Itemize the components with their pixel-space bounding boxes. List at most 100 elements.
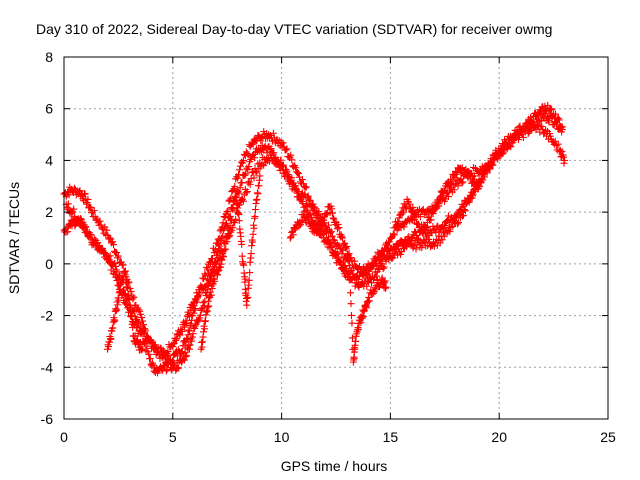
data-point (220, 253, 228, 261)
data-point (295, 170, 303, 178)
data-point (363, 282, 371, 290)
data-point (390, 231, 398, 239)
data-point (339, 234, 347, 242)
data-point (493, 153, 501, 161)
y-tick-label: 2 (45, 204, 53, 220)
data-point (514, 131, 522, 139)
data-point (244, 166, 252, 174)
data-point (362, 264, 370, 272)
data-point (185, 327, 193, 335)
data-point (162, 367, 170, 375)
data-point (399, 208, 407, 216)
data-point (345, 250, 353, 258)
data-point (328, 243, 336, 251)
data-point (387, 234, 395, 242)
data-point (364, 270, 372, 278)
data-point (380, 263, 388, 271)
data-point (224, 230, 232, 238)
data-point (227, 215, 235, 223)
data-point (229, 186, 237, 194)
data-point (485, 161, 493, 169)
data-point (184, 331, 192, 339)
data-point (418, 229, 426, 237)
data-point (225, 226, 233, 234)
data-point (548, 106, 556, 114)
data-point (80, 224, 88, 232)
series-track-7 (391, 164, 484, 237)
data-point (229, 205, 237, 213)
data-point (325, 221, 333, 229)
data-point (129, 323, 137, 331)
data-point (301, 184, 309, 192)
data-point (238, 179, 246, 187)
y-tick-label: -4 (41, 359, 54, 375)
data-point (358, 279, 366, 287)
data-point (180, 323, 188, 331)
data-point (300, 191, 308, 199)
data-point (249, 238, 257, 246)
data-point (250, 174, 258, 182)
data-point (347, 311, 355, 319)
data-point (441, 222, 449, 230)
data-point (328, 209, 336, 217)
data-point (351, 257, 359, 265)
data-point (529, 118, 537, 126)
data-point (497, 148, 505, 156)
data-point (255, 132, 263, 140)
data-point (454, 220, 462, 228)
data-point (402, 202, 410, 210)
data-point (232, 194, 240, 202)
data-point (328, 232, 336, 240)
data-point (448, 177, 456, 185)
x-tick-label: 15 (383, 429, 399, 445)
data-point (527, 113, 535, 121)
data-point (425, 235, 433, 243)
data-point (544, 101, 552, 109)
data-point (393, 220, 401, 228)
data-point (304, 215, 312, 223)
data-point (109, 238, 117, 246)
data-point (246, 269, 254, 277)
data-point (394, 220, 402, 228)
data-point (322, 211, 330, 219)
data-point (254, 190, 262, 198)
data-point (107, 335, 115, 343)
data-point (350, 355, 358, 363)
data-point (457, 165, 465, 173)
data-point (253, 136, 261, 144)
data-point (368, 261, 376, 269)
data-point (278, 163, 286, 171)
data-point (468, 194, 476, 202)
data-point (94, 239, 102, 247)
data-point (320, 216, 328, 224)
data-point (460, 171, 468, 179)
data-point (204, 265, 212, 273)
data-point (242, 170, 250, 178)
data-point (287, 151, 295, 159)
data-point (111, 262, 119, 270)
data-point (201, 317, 209, 325)
data-point (112, 249, 120, 257)
data-point (415, 220, 423, 228)
data-point (337, 258, 345, 266)
data-point (498, 147, 506, 155)
series-track-6 (286, 202, 390, 366)
data-point (191, 299, 199, 307)
series-track-5 (197, 172, 264, 353)
data-point (277, 162, 285, 170)
data-point (63, 224, 71, 232)
data-point (309, 200, 317, 208)
data-point (347, 289, 355, 297)
data-point (245, 163, 253, 171)
data-point (350, 273, 358, 281)
data-point (203, 289, 211, 297)
data-point (429, 210, 437, 218)
data-point (341, 243, 349, 251)
data-point (82, 223, 90, 231)
data-point (185, 312, 193, 320)
data-point (251, 212, 259, 220)
data-point (257, 137, 265, 145)
data-point (475, 177, 483, 185)
data-point (285, 173, 293, 181)
data-point (381, 245, 389, 253)
